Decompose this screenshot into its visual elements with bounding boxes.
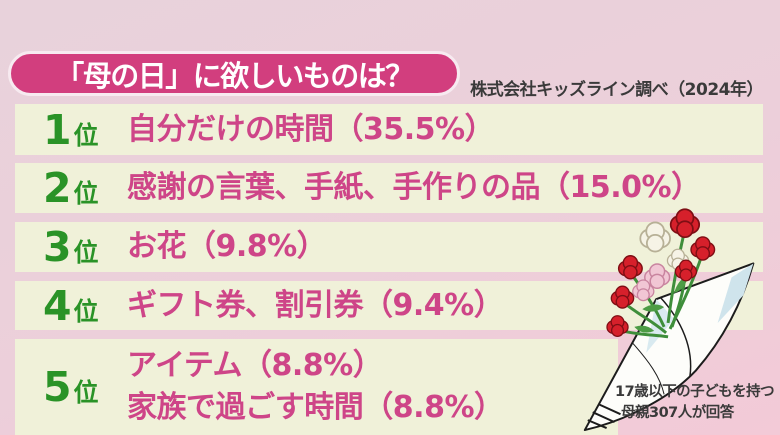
rank-unit: 位 — [73, 179, 99, 208]
item-line-1: 感謝の言葉、手紙、手作りの品（15.0%） — [127, 170, 701, 205]
ranking-row-1: 1位 自分だけの時間（35.5%） — [15, 104, 763, 155]
title-banner: 「母の日」に欲しいものは？ — [8, 51, 460, 96]
page-title: 「母の日」に欲しいものは？ — [55, 58, 414, 93]
rank-unit: 位 — [73, 378, 99, 407]
rank-unit: 位 — [73, 296, 99, 326]
bouquet-leaves — [634, 275, 688, 333]
ranking-row-2: 2位 感謝の言葉、手紙、手作りの品（15.0%） — [15, 163, 763, 213]
rank-number: 4 — [43, 281, 72, 330]
rank-unit: 位 — [73, 238, 99, 267]
sample-note: 17歳以下の子どもを持つ 母親307人が回答 — [615, 382, 775, 424]
rank-item: お花（9.8%） — [127, 226, 327, 268]
rank-label: 2位 — [15, 164, 127, 212]
carnation-bouquet-illustration — [583, 208, 755, 432]
rank-number: 5 — [43, 363, 72, 411]
item-line-1: お花（9.8%） — [127, 229, 327, 264]
rank-label: 1位 — [15, 106, 127, 154]
bouquet-paper — [583, 262, 755, 432]
rank-number: 3 — [43, 223, 72, 271]
sample-note-line-1: 17歳以下の子どもを持つ — [615, 384, 775, 400]
sample-note-line-2: 母親307人が回答 — [621, 405, 734, 421]
rank-label: 5位 — [15, 363, 127, 411]
rank-number: 2 — [43, 164, 72, 212]
item-line-1: 自分だけの時間（35.5%） — [127, 111, 495, 147]
rank-item: 感謝の言葉、手紙、手作りの品（15.0%） — [127, 167, 701, 209]
item-line-1: ギフト券、割引券（9.4%） — [127, 287, 504, 323]
survey-source-label: 株式会社キッズライン調べ（2024年） — [470, 80, 763, 100]
rank-label: 4位 — [15, 282, 127, 330]
item-line-1: アイテム（8.8%） — [127, 348, 383, 383]
rank-label: 3位 — [15, 223, 127, 271]
rank-unit: 位 — [73, 120, 99, 150]
rank-item: アイテム（8.8%） 家族で過ごす時間（8.8%） — [127, 345, 504, 429]
rank-item: ギフト券、割引券（9.4%） — [127, 285, 504, 327]
ranking-row-5: 5位 アイテム（8.8%） 家族で過ごす時間（8.8%） — [15, 339, 618, 435]
item-line-2: 家族で過ごす時間（8.8%） — [127, 390, 504, 425]
rank-item: 自分だけの時間（35.5%） — [127, 109, 495, 151]
rank-number: 1 — [43, 105, 72, 154]
